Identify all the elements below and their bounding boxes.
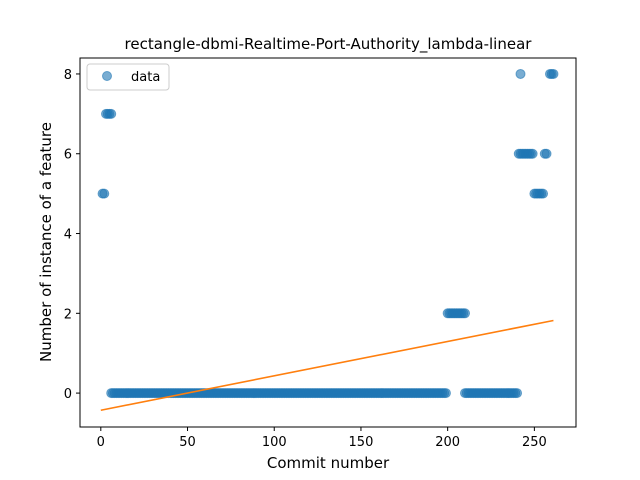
- x-axis-ticks: 0 50 100 150 200 250: [97, 427, 547, 450]
- plot-frame: [79, 57, 577, 428]
- data-point: [460, 308, 471, 319]
- x-axis-label: Commit number: [267, 454, 390, 472]
- legend-box: [86, 63, 170, 91]
- x-tick-label: 0: [97, 435, 105, 450]
- y-axis-label: Number of instance of a feature: [37, 122, 55, 362]
- legend-marker-data: [102, 71, 112, 81]
- x-tick-label: 150: [349, 435, 374, 450]
- data-point: [541, 148, 552, 159]
- y-tick-label: 4: [64, 228, 72, 243]
- y-tick-label: 0: [64, 387, 72, 402]
- plot-area: [97, 68, 559, 412]
- y-axis-ticks: 0 2 4 6 8: [64, 68, 80, 402]
- fit-line: [100, 319, 554, 412]
- y-tick-label: 6: [64, 148, 72, 163]
- y-tick-label: 8: [64, 68, 72, 83]
- x-tick-label: 50: [179, 435, 196, 450]
- x-tick-label: 100: [262, 435, 287, 450]
- data-point: [527, 148, 538, 159]
- x-tick-label: 250: [522, 435, 547, 450]
- data-point: [515, 68, 526, 79]
- data-point: [548, 68, 559, 79]
- legend-label-data: data: [131, 70, 160, 85]
- y-tick-label: 2: [64, 307, 72, 322]
- x-tick-label: 200: [435, 435, 460, 450]
- data-point: [440, 388, 451, 399]
- data-point: [106, 108, 117, 119]
- legend: data: [86, 63, 170, 91]
- data-point: [512, 388, 523, 399]
- data-point: [99, 188, 110, 199]
- data-point: [538, 188, 549, 199]
- chart-title: rectangle-dbmi-Realtime-Port-Authority_l…: [125, 35, 533, 54]
